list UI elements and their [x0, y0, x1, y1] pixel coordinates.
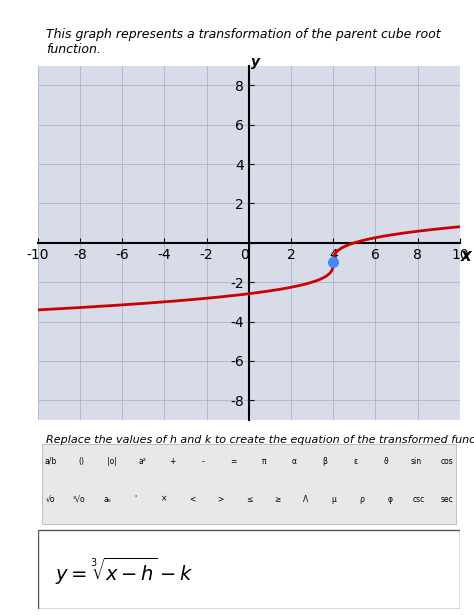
Text: a/b: a/b	[45, 457, 57, 466]
Text: ≤: ≤	[246, 495, 252, 504]
Text: cos: cos	[441, 457, 454, 466]
Text: |o|: |o|	[107, 457, 117, 466]
Text: (): ()	[78, 457, 84, 466]
Text: y: y	[251, 55, 260, 69]
Text: X: X	[461, 250, 472, 264]
Text: ×: ×	[161, 495, 167, 504]
Text: aₒ: aₒ	[103, 495, 111, 504]
Text: a²: a²	[138, 457, 146, 466]
Text: <: <	[189, 495, 195, 504]
Text: This graph represents a transformation of the parent cube root function.: This graph represents a transformation o…	[46, 28, 441, 56]
Text: ³√o: ³√o	[73, 495, 85, 504]
Bar	[38, 530, 460, 609]
Text: ε: ε	[354, 457, 358, 466]
Text: Replace the values of h and k to create the equation of the transformed function: Replace the values of h and k to create …	[46, 435, 474, 445]
Text: sec: sec	[441, 495, 454, 504]
Text: ≥: ≥	[274, 495, 280, 504]
Text: -: -	[202, 457, 204, 466]
Bar	[42, 445, 456, 524]
Text: csc: csc	[413, 495, 425, 504]
Text: β: β	[323, 457, 328, 466]
Text: √o: √o	[46, 495, 55, 504]
Text: $y = \sqrt[3]{x - h} - k$: $y = \sqrt[3]{x - h} - k$	[55, 555, 193, 587]
Text: ': '	[135, 495, 137, 504]
Text: π: π	[262, 457, 266, 466]
Text: φ: φ	[388, 495, 393, 504]
Text: μ: μ	[331, 495, 336, 504]
Text: ϑ: ϑ	[384, 457, 389, 466]
Text: α: α	[292, 457, 297, 466]
Text: +: +	[169, 457, 176, 466]
Text: Λ: Λ	[303, 495, 308, 504]
Text: =: =	[230, 457, 237, 466]
Text: >: >	[218, 495, 224, 504]
Text: ρ: ρ	[360, 495, 365, 504]
Text: sin: sin	[411, 457, 422, 466]
